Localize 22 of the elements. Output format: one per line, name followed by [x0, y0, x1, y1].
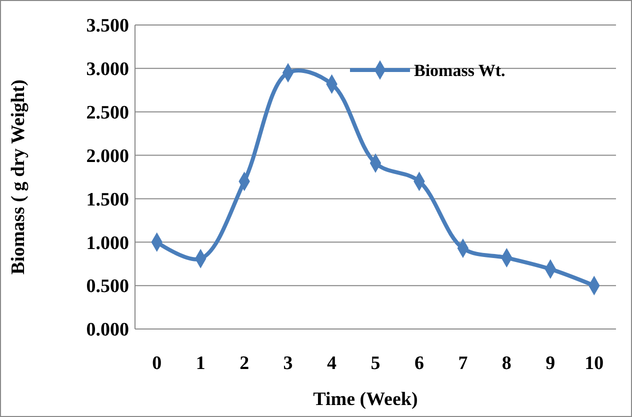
x-tick-label: 5 — [370, 353, 380, 374]
y-tick-label: 0.000 — [86, 320, 129, 341]
x-tick-label: 3 — [283, 353, 293, 374]
y-tick-label: 3.000 — [86, 59, 129, 80]
y-axis-title: Biomass ( g dry Weight) — [8, 80, 29, 274]
x-tick-label: 10 — [584, 353, 604, 374]
x-tick-label: 9 — [546, 353, 556, 374]
x-tick-label: 6 — [414, 353, 424, 374]
y-tick-label: 1.000 — [86, 232, 129, 254]
x-tick-label: 2 — [240, 353, 250, 374]
y-tick-label: 3.500 — [86, 16, 129, 37]
y-tick-label: 2.000 — [86, 146, 129, 167]
x-tick-label: 7 — [458, 353, 468, 374]
x-axis-title: Time (Week) — [313, 389, 418, 410]
x-tick-label: 4 — [327, 353, 338, 374]
y-tick-label: 0.500 — [86, 276, 129, 298]
x-tick-label: 1 — [196, 353, 206, 374]
x-tick-label: 8 — [502, 353, 512, 374]
x-tick-label: 0 — [152, 353, 162, 374]
legend-label: Biomass Wt. — [414, 60, 506, 80]
y-tick-label: 1.500 — [86, 189, 129, 210]
y-tick-label: 2.500 — [86, 102, 129, 124]
